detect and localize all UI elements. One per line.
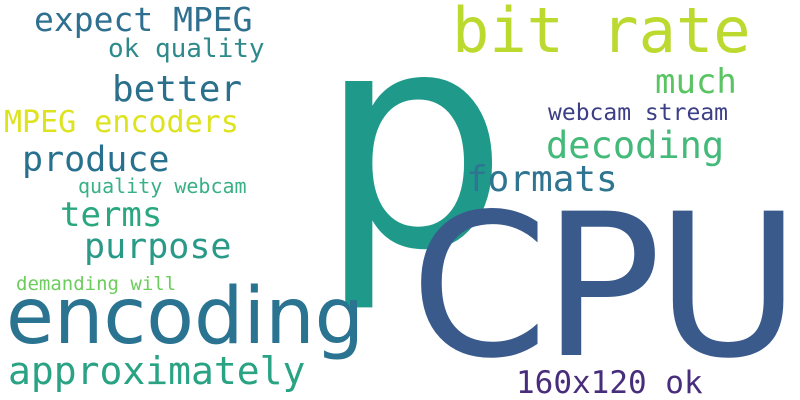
- word-much: much: [655, 62, 737, 102]
- word-160x120-ok: 160x120 ok: [516, 365, 703, 400]
- word-webcam-stream: webcam stream: [548, 100, 729, 126]
- word-encoding: encoding: [6, 272, 365, 362]
- word-quality-webcam: quality webcam: [78, 174, 247, 198]
- word-produce: produce: [22, 140, 170, 180]
- word-demanding-will: demanding will: [16, 273, 177, 295]
- word-mpeg-encoders: MPEG encoders: [4, 105, 239, 140]
- word-ok-quality: ok quality: [108, 34, 265, 64]
- word-bit-rate: bit rate: [452, 0, 751, 67]
- word-purpose: purpose: [84, 227, 232, 267]
- word-better: better: [112, 69, 243, 110]
- word-expect-mpeg: expect MPEG: [34, 0, 253, 39]
- word-formats: formats: [466, 159, 618, 200]
- word-approximately: approximately: [8, 349, 306, 393]
- word-p: p: [318, 0, 509, 316]
- word-decoding: decoding: [546, 124, 725, 167]
- word-cpu: CPU: [410, 171, 800, 400]
- word-terms: terms: [60, 195, 163, 235]
